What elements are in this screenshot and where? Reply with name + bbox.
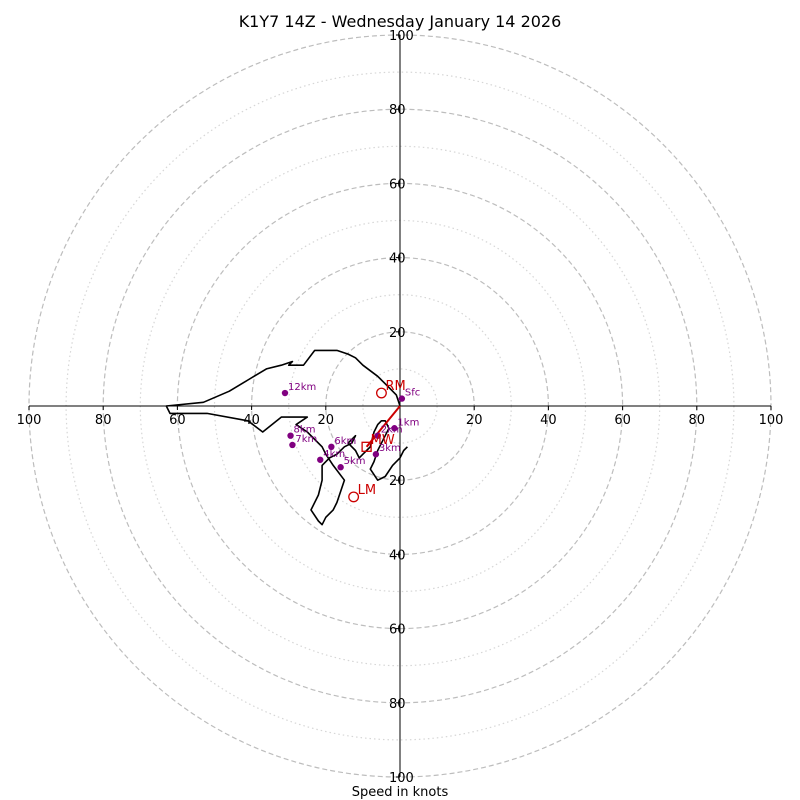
height-marker-label: 12km: [288, 382, 316, 393]
x-tick-labels: 100 80 60 40 20 20 40 60 80 100: [17, 406, 784, 428]
y-tick-label: 20: [389, 326, 406, 341]
storm-motion-label: LM: [358, 483, 376, 498]
x-tick-label: 80: [689, 413, 706, 428]
height-marker-label: 1km: [397, 417, 419, 428]
height-marker-label: 6km: [334, 436, 356, 447]
height-marker-dot: [328, 443, 335, 451]
right-mover-marker: [376, 387, 387, 399]
y-tick-label: 40: [389, 548, 406, 563]
x-tick-label: 20: [318, 413, 335, 428]
y-tick-label: 100: [389, 29, 414, 44]
storm-motion-label: MW: [371, 433, 395, 448]
x-tick-label: 100: [759, 413, 784, 428]
x-tick-label: 60: [169, 413, 186, 428]
height-marker-label: 8km: [294, 425, 316, 436]
x-tick-label: 40: [243, 413, 260, 428]
y-tick-label: 40: [389, 252, 406, 267]
shear-vector: [365, 405, 401, 448]
height-marker-dot: [289, 441, 296, 449]
y-tick-label: 20: [389, 474, 406, 489]
height-marker-label: 5km: [344, 456, 366, 467]
wind-trace: [165, 349, 408, 526]
shear-vector-line: [365, 405, 401, 448]
y-tick-labels: 100 80 60 40 20 20 40 60 80 100: [389, 29, 414, 786]
height-marker-dot: [287, 432, 294, 439]
height-marker-label: 7km: [295, 434, 317, 445]
x-tick-label: 100: [17, 413, 42, 428]
storm-motion-label: RM: [385, 379, 405, 394]
height-marker-dot: [398, 395, 406, 402]
height-marker-label: Sfc: [405, 388, 420, 399]
height-marker-dot: [374, 432, 381, 439]
x-tick-label: 40: [540, 413, 557, 428]
height-marker-dot: [317, 456, 324, 463]
storm-motion-markers: RM LM MW: [348, 379, 406, 503]
mean-wind-marker: [361, 441, 372, 452]
height-marker-label: 3km: [379, 443, 401, 454]
y-tick-label: 100: [389, 771, 414, 786]
hodograph-trace-line: [165, 349, 408, 526]
y-tick-label: 60: [389, 623, 406, 638]
x-tick-label: 60: [614, 413, 631, 428]
chart-title: K1Y7 14Z - Wednesday January 14 2026: [239, 12, 562, 31]
x-axis-label: Speed in knots: [352, 785, 449, 800]
x-tick-label: 80: [95, 413, 112, 428]
height-marker-label: 2km: [381, 425, 403, 436]
y-tick-label: 60: [389, 177, 406, 192]
x-tick-label: 20: [466, 413, 483, 428]
y-tick-label: 80: [389, 697, 406, 712]
height-marker-dot: [391, 425, 398, 432]
height-marker-dot: [337, 464, 344, 471]
y-tick-label: 80: [389, 103, 406, 118]
left-mover-marker: [348, 491, 360, 503]
height-marker-dot: [372, 451, 380, 458]
height-marker-dot: [281, 389, 289, 397]
height-marker-label: 4km: [323, 449, 345, 460]
